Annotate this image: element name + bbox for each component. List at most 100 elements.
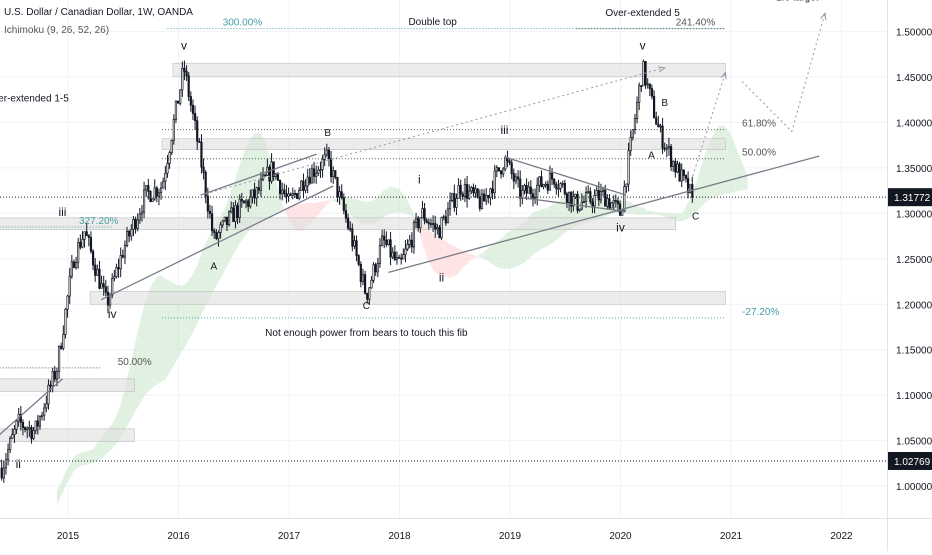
candle-body xyxy=(389,239,392,258)
ichimoku-cloud-segment xyxy=(424,226,427,257)
candle-body xyxy=(15,420,18,430)
candle-body xyxy=(567,191,571,203)
candle-body xyxy=(287,193,290,197)
candle-body xyxy=(189,96,192,106)
ichimoku-cloud-segment xyxy=(286,207,289,220)
ichimoku-cloud-segment xyxy=(122,387,125,435)
ichimoku-cloud-segment xyxy=(717,125,720,197)
candle-body xyxy=(359,263,362,282)
ichimoku-cloud-segment xyxy=(715,127,718,197)
candle-body xyxy=(391,251,394,258)
candle-body xyxy=(380,235,384,246)
ichimoku-cloud-segment xyxy=(734,143,737,192)
candle-body xyxy=(474,188,477,194)
candle-body xyxy=(625,183,628,187)
ichimoku-cloud-segment xyxy=(637,206,640,215)
ichimoku-cloud-segment xyxy=(207,234,210,302)
candle-body xyxy=(0,467,3,479)
candle-body xyxy=(4,459,8,469)
projection-path xyxy=(741,13,826,133)
wave-label: C xyxy=(363,301,370,312)
annotation-text: Not enough power from bears to touch thi… xyxy=(265,328,468,339)
ichimoku-cloud-segment xyxy=(316,202,319,217)
candle-body xyxy=(53,371,56,380)
candle-body xyxy=(544,183,547,186)
ichimoku-cloud-segment xyxy=(630,201,633,214)
candle-body xyxy=(646,83,649,86)
ichimoku-cloud-segment xyxy=(333,199,336,202)
ichimoku-cloud-segment xyxy=(679,213,682,222)
ichimoku-cloud-segment xyxy=(120,396,123,438)
ichimoku-cloud-segment xyxy=(127,369,130,426)
candle-body xyxy=(523,184,526,191)
candle-body xyxy=(213,230,216,233)
price-axis[interactable]: 1.50000 1.45000 1.40000 1.35000 1.30000 1.250… xyxy=(887,0,932,518)
candle-body xyxy=(125,230,129,246)
candle-body xyxy=(455,198,458,208)
candle-body xyxy=(83,231,86,240)
candle-body xyxy=(584,192,588,202)
ichimoku-cloud-segment xyxy=(634,205,638,215)
trendline xyxy=(388,155,820,274)
candle-body xyxy=(557,188,560,190)
ichimoku-cloud-segment xyxy=(447,242,451,278)
wave-label: i xyxy=(418,172,421,186)
ichimoku-cloud-segment xyxy=(326,200,329,205)
candle-body xyxy=(363,274,367,294)
candle-body xyxy=(278,179,282,195)
ichimoku-cloud-segment xyxy=(137,322,140,408)
candle-body xyxy=(149,191,152,202)
trendline xyxy=(504,156,627,196)
candle-body xyxy=(502,168,505,175)
wave-label: iv xyxy=(616,220,625,234)
ichimoku-cloud-segment xyxy=(739,155,742,191)
ichimoku-cloud-segment xyxy=(267,148,270,218)
candle-body xyxy=(291,193,294,196)
price-tick-label: 1.15000 xyxy=(896,346,932,357)
ichimoku-cloud-segment xyxy=(401,191,404,213)
candle-body xyxy=(423,208,426,221)
candle-body xyxy=(533,196,537,199)
candle-body xyxy=(578,208,581,211)
candle-body xyxy=(582,201,586,203)
candle-body xyxy=(257,187,260,191)
candle-body xyxy=(321,159,324,170)
candle-body xyxy=(6,449,10,461)
ichimoku-cloud-segment xyxy=(59,482,62,501)
candle-body xyxy=(223,216,226,222)
candle-body xyxy=(323,154,326,160)
candle-body xyxy=(397,257,401,259)
price-tick-label: 1.35000 xyxy=(896,164,932,175)
candle-body xyxy=(682,169,685,176)
candle-body xyxy=(87,235,90,238)
candle-body xyxy=(419,217,422,229)
ichimoku-cloud-segment xyxy=(373,198,376,224)
ichimoku-cloud-segment xyxy=(515,226,519,267)
ichimoku-cloud-segment xyxy=(67,464,70,482)
wave-label: iv xyxy=(108,307,117,321)
ichimoku-cloud-segment xyxy=(513,227,516,268)
ichimoku-cloud-segment xyxy=(335,198,338,203)
ichimoku-cloud-segment xyxy=(662,212,665,217)
candle-body xyxy=(489,188,492,199)
ichimoku-cloud-segment xyxy=(354,198,357,221)
price-tick-label: 1.10000 xyxy=(896,391,932,402)
ichimoku-cloud-segment xyxy=(736,150,740,192)
candle-body xyxy=(268,166,271,182)
fib-level-label: 50.00% xyxy=(118,357,152,368)
candle-body xyxy=(516,176,520,180)
ichimoku-cloud-segment xyxy=(450,243,453,278)
wave-label: C xyxy=(692,212,699,223)
price-label-text: 1.02769 xyxy=(894,457,931,468)
ichimoku-cloud-segment xyxy=(392,186,395,214)
candle-body xyxy=(181,68,184,91)
ichimoku-cloud-segment xyxy=(56,486,60,506)
candle-body xyxy=(9,437,12,450)
candle-body xyxy=(111,277,114,296)
candle-body xyxy=(650,88,654,97)
price-tick-label: 1.45000 xyxy=(896,73,932,84)
ichimoku-cloud-segment xyxy=(97,440,100,462)
candle-body xyxy=(134,218,137,230)
time-axis[interactable]: 2015 2016 2017 2018 2019 2020 2021 2022 xyxy=(0,518,887,551)
price-chart-svg[interactable]: 300.00% 241.40% 61.80% 50.00% 327.20% 50.00% -… xyxy=(0,0,887,518)
